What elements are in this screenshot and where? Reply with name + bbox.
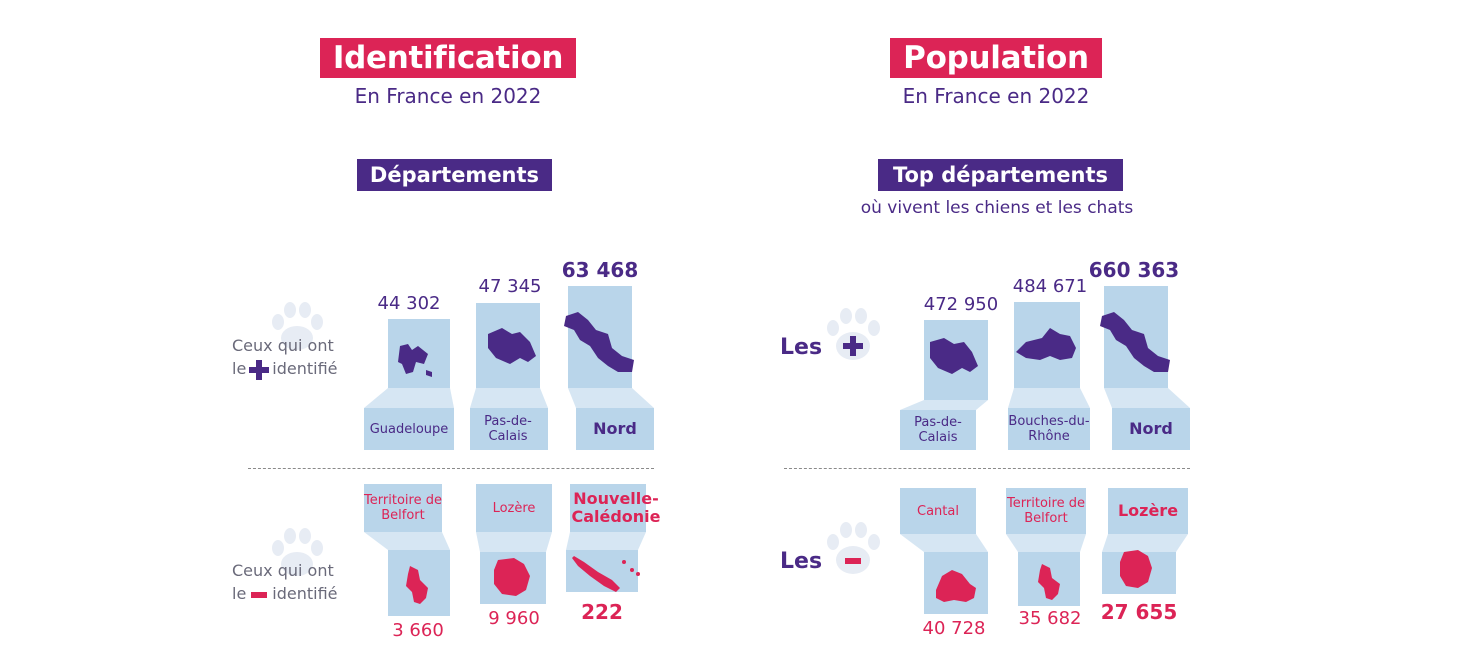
pop-value: 472 950 [923, 294, 999, 315]
pop-value: 40 728 [922, 618, 986, 639]
pop-label: Territoire de Belfort [1007, 496, 1085, 526]
pop-value: 484 671 [1012, 276, 1088, 297]
pas-de-calais-map-icon [488, 328, 536, 364]
paw-minus-icon [827, 522, 880, 574]
dept-value: 9 960 [488, 608, 540, 629]
territoire-de-belfort-map-icon [406, 566, 428, 604]
pas-de-calais-map-icon [930, 338, 978, 374]
paw-icon [272, 302, 323, 350]
cantal-map-icon [936, 570, 976, 602]
plus-identified-text: Ceux qui ont le identifié [232, 336, 338, 380]
dept-column-nord: 63 468 Nord [560, 258, 656, 452]
pop-column-cantal: Cantal 40 728 [900, 486, 992, 642]
dept-column-guadeloupe: 44 302 Guadeloupe [364, 290, 454, 452]
nouvelle-caledonie-map-icon [572, 556, 620, 592]
pop-column-lozere: Lozère 27 655 [1101, 486, 1194, 626]
les-plus-label: Les [780, 335, 823, 360]
pop-value: 27 655 [1100, 600, 1178, 624]
dept-column-nouvelle-caledonie: Nouvelle-Calédonie 222 [566, 484, 666, 624]
dept-column-territoire-de-belfort: Territoire de Belfort 3 660 [364, 482, 454, 642]
identification-subtitle: En France en 2022 [354, 84, 542, 108]
dept-label: Nouvelle-Calédonie [571, 489, 661, 526]
dept-label: Pas-de-Calais [484, 414, 532, 444]
pop-column-nord: 660 363 Nord [1089, 258, 1192, 452]
top-departements-heading: Top départements [878, 159, 1123, 191]
nord-map-icon [1100, 312, 1170, 372]
dept-column-lozere: Lozère 9 960 [470, 482, 554, 632]
section-divider [784, 468, 1190, 469]
identification-title: Identification [320, 38, 576, 78]
pop-column-bouches-du-rhone: 484 671 Bouches-du-Rhône [1008, 276, 1092, 452]
section-divider [248, 468, 654, 469]
lozere-map-icon [494, 558, 530, 596]
plus-icon [249, 359, 270, 380]
dept-value: 47 345 [478, 276, 542, 297]
dept-value: 3 660 [392, 620, 444, 641]
dept-label: Nord [593, 419, 637, 438]
pop-value: 35 682 [1018, 608, 1082, 629]
dept-value: 222 [581, 600, 623, 624]
minus-icon [251, 591, 268, 598]
pop-value: 660 363 [1088, 258, 1180, 282]
paw-plus-icon [827, 308, 880, 360]
pop-column-pas-de-calais: 472 950 Pas-de-Calais [900, 292, 998, 452]
pop-label: Bouches-du-Rhône [1008, 414, 1090, 444]
pop-label: Cantal [917, 503, 959, 519]
dept-label: Lozère [492, 500, 536, 516]
pop-label: Lozère [1117, 501, 1179, 520]
guadeloupe-map-icon [398, 344, 432, 377]
dept-value: 63 468 [561, 258, 639, 282]
pop-label: Pas-de-Calais [914, 415, 962, 445]
population-subtitle: En France en 2022 [902, 84, 1090, 108]
dept-label: Guadeloupe [369, 421, 449, 437]
nord-map-icon [564, 312, 634, 372]
paw-icon [272, 528, 323, 576]
pop-label: Nord [1129, 419, 1173, 438]
pop-column-territoire-de-belfort: Territoire de Belfort 35 682 [1006, 486, 1090, 632]
top-departements-subtitle: où vivent les chiens et les chats [860, 198, 1134, 218]
dept-label: Territoire de Belfort [364, 493, 442, 523]
les-minus-label: Les [780, 549, 823, 574]
dept-value: 44 302 [377, 293, 441, 314]
departements-heading: Départements [357, 159, 552, 191]
dept-column-pas-de-calais: 47 345 Pas-de-Calais [470, 276, 550, 452]
lozere-map-icon [1120, 550, 1152, 588]
minus-identified-text: Ceux qui ont le identifié [232, 561, 338, 603]
bouches-du-rhone-map-icon [1016, 328, 1076, 360]
territoire-de-belfort-map-icon [1038, 564, 1060, 600]
population-title: Population [890, 38, 1102, 78]
